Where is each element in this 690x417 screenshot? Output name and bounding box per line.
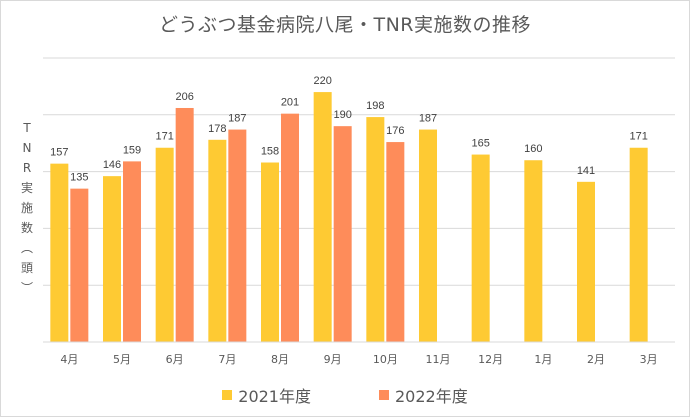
y-axis-label-char: 頭 — [20, 261, 33, 275]
x-tick-label: 7月 — [218, 353, 236, 366]
x-tick-label: 9月 — [324, 353, 342, 366]
bar-2022 — [123, 161, 141, 342]
bar-2021 — [155, 147, 174, 342]
data-label: 135 — [70, 172, 88, 184]
data-label: 141 — [577, 165, 595, 177]
bar-2022 — [70, 188, 89, 342]
bar-2021 — [313, 92, 332, 342]
y-axis-label-char: R — [22, 161, 32, 175]
data-label: 201 — [281, 97, 299, 109]
legend-item: 2021年度 — [222, 383, 311, 407]
bar-2022 — [175, 107, 194, 342]
data-label: 190 — [333, 109, 351, 121]
bar-2022 — [228, 129, 247, 342]
legend-swatch — [379, 390, 389, 400]
legend-label: 2021年度 — [238, 387, 311, 406]
data-label: 158 — [261, 146, 279, 158]
data-label: 146 — [103, 159, 121, 171]
legend: 2021年度 2022年度 — [0, 383, 690, 407]
bar-2021 — [366, 117, 385, 343]
bar-2022 — [386, 142, 405, 342]
legend-swatch — [222, 390, 233, 400]
bar-2021 — [524, 160, 543, 342]
data-label: 171 — [155, 131, 173, 143]
y-axis-label-char: 数 — [20, 221, 33, 235]
legend-item: 2022年度 — [379, 383, 468, 407]
bar-2022 — [333, 126, 352, 342]
data-label: 178 — [208, 123, 226, 135]
y-axis-label-char: T — [23, 121, 31, 135]
data-label: 220 — [313, 75, 331, 87]
bar-2021 — [50, 163, 69, 342]
x-tick-label: 2月 — [587, 353, 605, 366]
data-label: 157 — [50, 147, 68, 159]
legend-label: 2022年度 — [395, 387, 468, 406]
data-label: 160 — [524, 143, 542, 155]
y-axis-label-char: N — [22, 141, 32, 155]
x-tick-label: 12月 — [478, 353, 503, 366]
x-tick-label: 1月 — [534, 353, 552, 366]
bar-2022 — [281, 113, 299, 342]
data-label: 198 — [366, 100, 384, 112]
bar-2021 — [419, 129, 437, 342]
bar-2021 — [208, 139, 227, 342]
x-tick-label: 3月 — [640, 353, 658, 366]
x-tick-label: 8月 — [271, 353, 289, 366]
data-label: 165 — [471, 138, 489, 150]
data-label: 171 — [629, 131, 647, 143]
x-tick-label: 5月 — [113, 353, 131, 366]
bar-2021 — [577, 181, 595, 342]
bar-2021 — [629, 147, 648, 342]
x-tick-label: 6月 — [166, 353, 184, 366]
y-axis-label: T N R 実施数 ︵ 頭 ︶ — [16, 118, 38, 298]
y-axis-label-char: ︶ — [20, 281, 33, 295]
chart-title: どうぶつ基金病院八尾・TNR実施数の推移 — [158, 14, 532, 36]
data-label: 187 — [419, 113, 437, 125]
y-axis-label-char: 実 — [20, 181, 33, 195]
bar-2021 — [471, 154, 490, 342]
y-axis-label-char: 施 — [20, 201, 33, 215]
y-axis-label-char: ︵ — [20, 241, 33, 255]
x-tick-label: 10月 — [373, 353, 398, 366]
data-label: 159 — [123, 144, 141, 156]
data-label: 187 — [228, 113, 246, 125]
data-label: 206 — [175, 91, 193, 103]
data-label: 176 — [386, 125, 404, 137]
x-tick-label: 11月 — [426, 353, 451, 366]
bar-2021 — [261, 162, 279, 342]
bar-2021 — [103, 176, 121, 342]
x-tick-label: 4月 — [60, 353, 78, 366]
